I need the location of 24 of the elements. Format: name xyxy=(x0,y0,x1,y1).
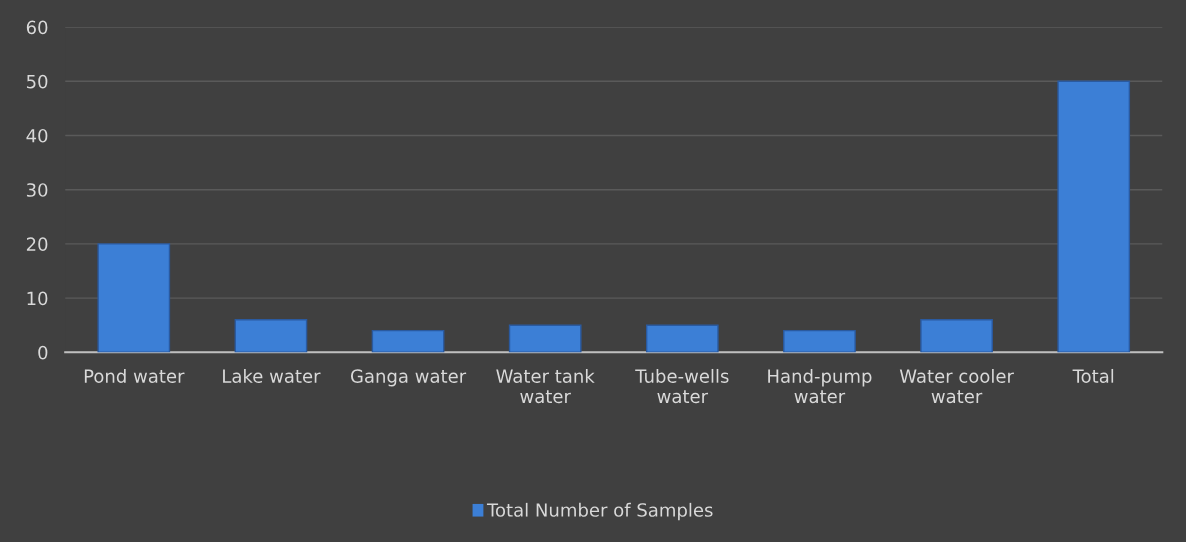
x-tick-label: Water cooler water xyxy=(899,368,1014,404)
bar xyxy=(920,319,993,353)
x-tick-label: Pond water xyxy=(84,368,185,383)
x-tick-label: Ganga water xyxy=(350,369,467,387)
y-tick-label: 0 xyxy=(38,345,48,360)
bar xyxy=(645,324,719,353)
bar xyxy=(783,329,856,353)
y-tick-label: 20 xyxy=(26,237,48,252)
y-tick-label: 40 xyxy=(26,128,48,143)
x-tick-label: Total xyxy=(1072,368,1114,383)
y-tick-label: 50 xyxy=(26,74,48,89)
legend-label: Total Number of Samples xyxy=(486,502,713,521)
x-tick-label: Water tank water xyxy=(496,368,595,404)
bar xyxy=(371,329,445,353)
x-tick-label: Tube-wells water xyxy=(635,368,729,404)
bar xyxy=(1057,80,1131,353)
y-tick-label: 60 xyxy=(26,20,48,35)
x-tick-label: Lake water xyxy=(223,368,321,383)
y-tick-label: 30 xyxy=(26,183,48,197)
bar xyxy=(97,243,171,353)
y-tick-label: 10 xyxy=(27,291,48,306)
bar xyxy=(234,319,308,353)
bar xyxy=(508,324,582,353)
x-tick-label: Hand-pump water xyxy=(768,368,872,404)
